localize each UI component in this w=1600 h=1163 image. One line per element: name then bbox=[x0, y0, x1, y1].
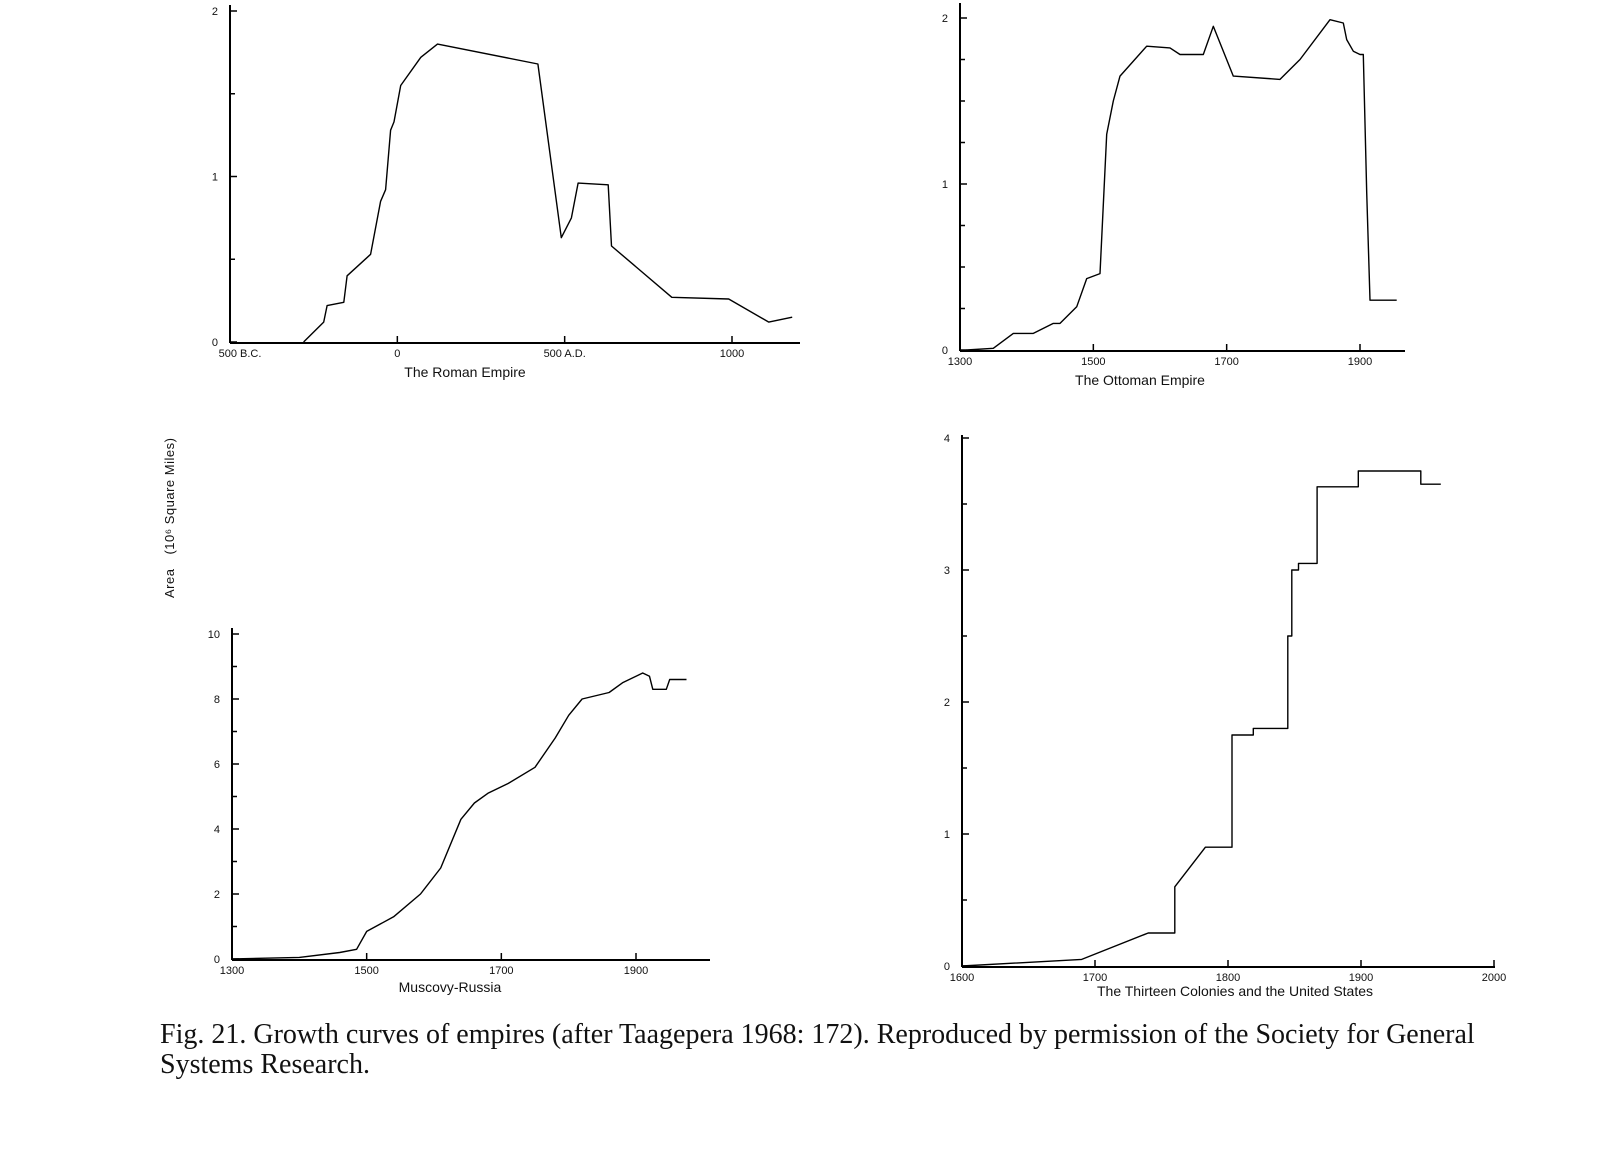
panel-muscovy-russia: 1300 1500 1700 1900 0 2 4 6 8 10 Muscovy-Russia bbox=[208, 628, 710, 995]
y-tick-label: 0 bbox=[212, 337, 218, 349]
y-tick-label: 1 bbox=[944, 829, 950, 841]
x-tick-label: 1000 bbox=[720, 348, 744, 360]
series-line bbox=[303, 43, 793, 343]
x-tick-label: 1500 bbox=[1081, 356, 1105, 368]
panel-title: The Roman Empire bbox=[404, 364, 526, 380]
y-tick-label: 6 bbox=[214, 759, 220, 771]
y-tick-label: 3 bbox=[944, 565, 950, 577]
panel-thirteen-colonies-us: 1600 1700 1800 1900 2000 0 1 2 3 4 The Thirteen Co… bbox=[944, 433, 1506, 999]
y-tick-label: 1 bbox=[212, 172, 218, 184]
y-tick-label: 1 bbox=[942, 179, 948, 191]
x-tick-label: 0 bbox=[394, 348, 400, 360]
x-tick-label: 1900 bbox=[1348, 356, 1372, 368]
x-tick-label: 1300 bbox=[220, 965, 244, 977]
series-line bbox=[966, 19, 1397, 351]
y-tick-label: 2 bbox=[942, 13, 948, 25]
y-tick-label: 2 bbox=[214, 889, 220, 901]
x-tick-label: 1900 bbox=[1349, 972, 1373, 984]
series-line bbox=[961, 470, 1441, 967]
x-tick-label: 1800 bbox=[1216, 972, 1240, 984]
y-tick-label: 2 bbox=[944, 697, 950, 709]
x-tick-label: 2000 bbox=[1482, 972, 1506, 984]
panel-title: The Thirteen Colonies and the United Sta… bbox=[1097, 983, 1373, 999]
y-tick-label: 8 bbox=[214, 694, 220, 706]
x-tick-label: 1300 bbox=[948, 356, 972, 368]
panel-title: Muscovy-Russia bbox=[399, 979, 502, 995]
x-tick-label: 1600 bbox=[950, 972, 974, 984]
y-tick-label: 4 bbox=[944, 433, 950, 445]
y-tick-label: 0 bbox=[942, 345, 948, 357]
x-tick-label: 1900 bbox=[624, 965, 648, 977]
panel-title: The Ottoman Empire bbox=[1075, 372, 1205, 388]
x-tick-label: 500 A.D. bbox=[544, 348, 586, 360]
x-tick-label: 1700 bbox=[489, 965, 513, 977]
y-tick-label: 10 bbox=[208, 629, 220, 641]
x-tick-label: 1700 bbox=[1214, 356, 1238, 368]
x-tick-label: 1500 bbox=[354, 965, 378, 977]
panel-ottoman-empire: 1300 1500 1700 1900 0 1 2 The Ottoman Empire bbox=[942, 3, 1405, 388]
x-tick-label: 1700 bbox=[1083, 972, 1107, 984]
shared-y-axis-label: Area(10⁶ Square Miles) bbox=[162, 438, 177, 598]
figure-caption: Fig. 21. Growth curves of empires (after… bbox=[160, 1019, 1475, 1080]
y-tick-label: 0 bbox=[214, 954, 220, 966]
y-tick-label: 4 bbox=[214, 824, 220, 836]
series-line bbox=[231, 672, 687, 960]
x-tick-label: 500 B.C. bbox=[219, 348, 262, 360]
y-tick-label: 0 bbox=[944, 961, 950, 973]
y-tick-label: 2 bbox=[212, 6, 218, 18]
